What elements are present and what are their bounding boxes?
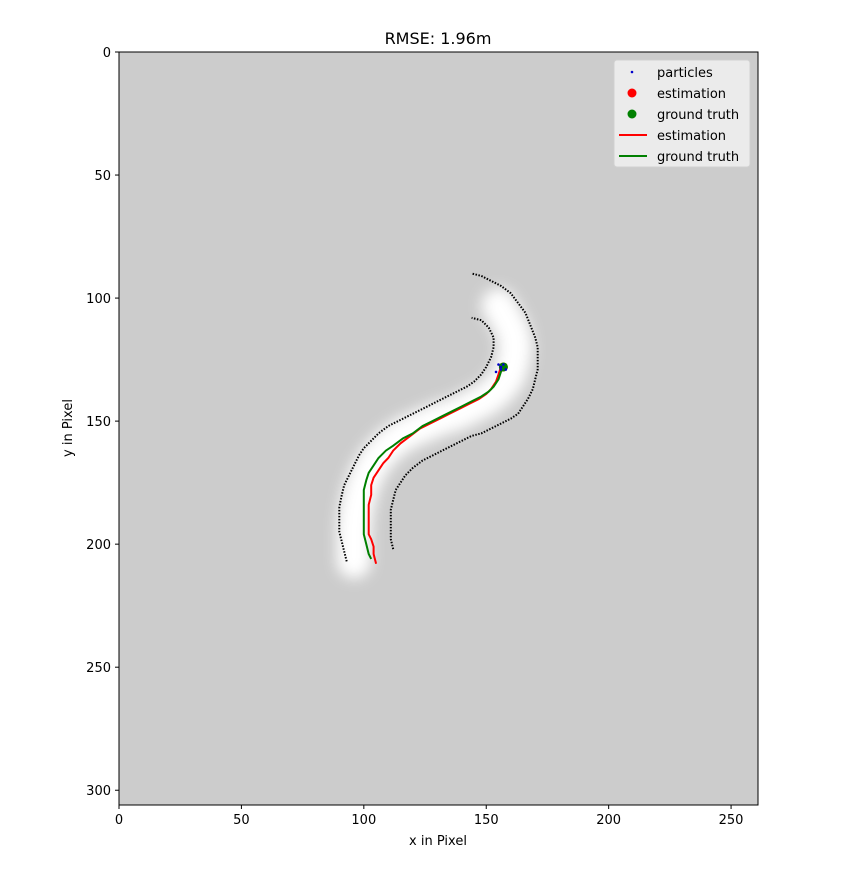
legend-label: ground truth (657, 150, 739, 165)
x-tick-label: 0 (115, 813, 123, 828)
particle-point (497, 363, 500, 366)
y-axis: 0 50 100 150 200 250 300 (86, 46, 119, 799)
y-tick-label: 250 (86, 661, 111, 676)
plot-frame (118, 51, 759, 806)
y-axis-label: y in Pixel (61, 399, 76, 457)
road-edge-2 (389, 272, 539, 550)
y-tick-label: 50 (94, 169, 111, 184)
y-tick-label: 0 (103, 46, 111, 61)
legend-label: estimation (657, 129, 726, 144)
legend-ground-truth-marker-swatch (627, 109, 637, 119)
trajectory-lines (362, 366, 505, 565)
legend: particles estimation ground truth estimatio… (613, 59, 751, 168)
ground-truth-line (362, 366, 505, 560)
y-tick-label: 100 (86, 292, 111, 307)
x-tick-label: 50 (233, 813, 250, 828)
particle-point (499, 368, 503, 371)
x-tick-label: 200 (596, 813, 621, 828)
particle-point (494, 370, 498, 374)
x-tick-label: 100 (351, 813, 376, 828)
x-axis: 0 50 100 150 200 250 (115, 805, 744, 828)
road-edges (338, 272, 539, 562)
particle-point (502, 363, 505, 366)
x-tick-label: 150 (474, 813, 499, 828)
x-axis-label: x in Pixel (409, 834, 467, 849)
legend-label: ground truth (657, 108, 739, 123)
y-tick-label: 200 (86, 538, 111, 553)
legend-estimation-marker-swatch (627, 88, 637, 98)
chart-title: RMSE: 1.96m (385, 29, 492, 48)
legend-label: estimation (657, 87, 726, 102)
x-tick-label: 250 (719, 813, 744, 828)
legend-box (613, 59, 751, 168)
particle-point (504, 368, 508, 371)
road-edge-1 (338, 316, 495, 562)
legend-label: particles (657, 66, 713, 81)
y-tick-label: 150 (86, 415, 111, 430)
legend-particles-swatch (630, 70, 634, 74)
y-tick-label: 300 (86, 784, 111, 799)
particle-point (499, 365, 503, 369)
position-markers (494, 362, 508, 374)
